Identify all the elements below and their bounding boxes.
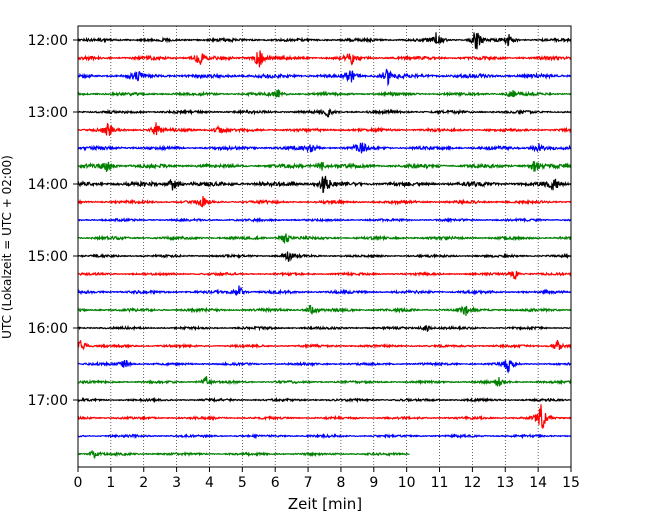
x-tick-label: 7 [304, 475, 313, 491]
x-tick-label: 14 [529, 475, 547, 491]
x-tick-label: 12 [463, 475, 481, 491]
y-tick-label: 16:00 [28, 321, 68, 337]
seismogram-trace [77, 195, 572, 209]
seismogram-trace [77, 376, 572, 387]
x-tick-label: 15 [562, 475, 580, 491]
y-tick-label: 14:00 [28, 177, 68, 193]
trace-group [77, 32, 572, 459]
seismogram-trace [77, 89, 572, 98]
seismogram-trace [77, 108, 572, 118]
seismogram-trace [77, 404, 572, 430]
x-tick-label: 1 [106, 475, 115, 491]
y-tick-label: 15:00 [28, 249, 68, 265]
x-tick-label: 10 [398, 475, 416, 491]
plot-frame [77, 25, 572, 468]
x-axis-ticks: 0 1 2 3 4 5 6 7 8 9 10 11 12 13 14 15 [74, 467, 580, 491]
x-tick-label: 3 [172, 475, 181, 491]
seismogram-trace [77, 251, 572, 262]
seismogram-trace [77, 233, 572, 244]
seismogram-trace [77, 396, 572, 404]
seismogram-trace [77, 285, 572, 296]
seismogram-trace [77, 359, 572, 374]
y-tick-label: 13:00 [28, 105, 68, 121]
seismogram-trace [77, 216, 572, 224]
seismogram-trace [77, 122, 572, 136]
y-tick-label: 12:00 [28, 33, 68, 49]
seismogram-trace [77, 432, 572, 440]
seismogram-trace [77, 175, 572, 194]
seismogram-trace [77, 32, 572, 50]
seismogram-trace [77, 161, 572, 173]
y-axis-label: UTC (Lokalzeit = UTC + 02:00) [0, 155, 14, 339]
x-tick-label: 0 [74, 475, 83, 491]
seismogram-trace [77, 304, 572, 316]
x-tick-label: 11 [431, 475, 449, 491]
x-tick-label: 6 [271, 475, 280, 491]
seismogram-trace [77, 50, 572, 68]
seismogram-trace [77, 68, 572, 87]
x-tick-label: 5 [238, 475, 247, 491]
y-tick-label: 17:00 [28, 393, 68, 409]
seismogram-trace [77, 270, 572, 280]
x-tick-label: 2 [139, 475, 148, 491]
y-axis-ticks: 12:00 13:00 14:00 15:00 16:00 17:00 [28, 33, 78, 409]
seismogram-trace [77, 324, 572, 333]
seismogram-trace [77, 339, 572, 351]
x-tick-label: 4 [205, 475, 214, 491]
seismogram-trace [77, 142, 572, 154]
x-axis-label: Zeit [min] [288, 495, 362, 513]
x-tick-label: 13 [496, 475, 514, 491]
x-tick-label: 8 [336, 475, 345, 491]
x-tick-label: 9 [369, 475, 378, 491]
seismogram-trace [78, 449, 410, 459]
